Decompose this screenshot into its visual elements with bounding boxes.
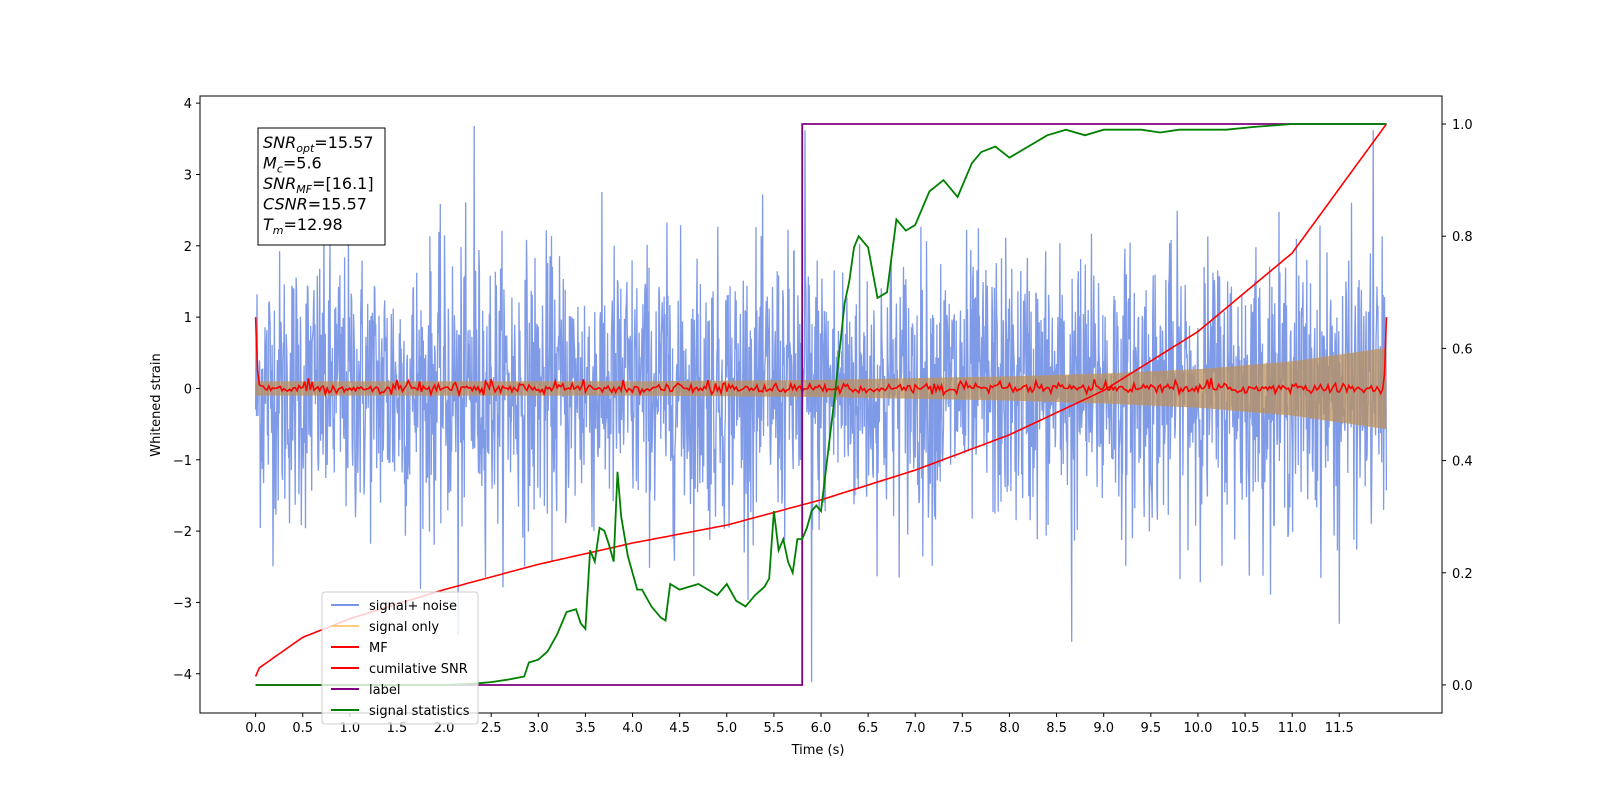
legend-label: MF	[369, 641, 388, 656]
legend-label: signal statistics	[369, 704, 470, 719]
stats-line: SNRMF=[16.1]	[263, 174, 374, 196]
y-left-tick-label: −3	[173, 596, 192, 611]
x-tick-label: 6.0	[811, 721, 832, 736]
x-tick-label: 4.0	[622, 721, 643, 736]
stats-line: CSNR=15.57	[263, 195, 367, 214]
legend-label: signal+ noise	[369, 599, 457, 614]
mf-line	[254, 317, 1388, 399]
stats-line: Mc=5.6	[263, 154, 322, 176]
legend-label: label	[369, 683, 400, 698]
x-tick-label: 5.0	[716, 721, 737, 736]
x-axis-label: Time (s)	[791, 743, 845, 758]
x-tick-label: 0.0	[245, 721, 266, 736]
y-left-tick-label: 1	[184, 311, 192, 326]
y-right-tick-label: 0.2	[1452, 567, 1473, 582]
stats-line: Tm=12.98	[263, 215, 343, 237]
y-left-tick-label: 2	[184, 240, 192, 255]
x-tick-label: 7.0	[905, 721, 926, 736]
y-right-tick-label: 0.8	[1452, 230, 1473, 245]
y-right-tick-label: 1.0	[1452, 118, 1473, 133]
x-tick-label: 8.5	[1046, 721, 1067, 736]
stats-line: SNRopt=15.57	[263, 133, 374, 155]
x-tick-label: 3.0	[528, 721, 549, 736]
x-tick-label: 4.5	[669, 721, 690, 736]
x-tick-label: 8.0	[999, 721, 1020, 736]
signal-statistics-line	[255, 123, 1387, 686]
x-tick-label: 11.5	[1325, 721, 1354, 736]
y-right-tick-label: 0.4	[1452, 455, 1473, 470]
x-tick-label: 0.5	[292, 721, 313, 736]
y-left-tick-label: 3	[184, 168, 192, 183]
legend: signal+ noise signal only MF cumilative SNR…	[321, 591, 479, 725]
x-tick-label: 9.5	[1140, 721, 1161, 736]
y-left-tick-label: −4	[173, 668, 192, 683]
x-tick-label: 6.5	[858, 721, 879, 736]
x-tick-label: 5.5	[764, 721, 785, 736]
x-tick-label: 10.0	[1183, 721, 1212, 736]
y-left-tick-label: −2	[173, 525, 192, 540]
series-layer	[254, 123, 1388, 686]
stats-annotation-box: SNRopt=15.57Mc=5.6SNRMF=[16.1]CSNR=15.57…	[257, 127, 386, 246]
x-tick-label: 1.0	[339, 721, 360, 736]
label-line	[255, 123, 1387, 686]
x-tick-label: 7.5	[952, 721, 973, 736]
x-tick-label: 1.5	[387, 721, 408, 736]
y-left-tick-label: 0	[184, 382, 192, 397]
y-axis-left-label: Whitened strain	[149, 353, 164, 456]
x-tick-label: 3.5	[575, 721, 596, 736]
cumulative-snr-line	[254, 123, 1388, 677]
axes-layer: 0.0 0.5 1.0 1.5 2.0 2.5 3.0 3.5 4.0 4.5 5.0 5.5 6.0 6…	[173, 97, 1473, 736]
x-tick-label: 10.5	[1231, 721, 1260, 736]
x-tick-label: 2.0	[434, 721, 455, 736]
stats-box-frame	[257, 127, 386, 246]
legend-label: cumilative SNR	[369, 662, 468, 677]
y-right-tick-label: 0.0	[1452, 679, 1473, 694]
x-tick-label: 2.5	[481, 721, 502, 736]
y-left-tick-label: −1	[173, 454, 192, 469]
legend-label: signal only	[369, 620, 439, 635]
x-tick-label: 9.0	[1093, 721, 1114, 736]
x-tick-label: 11.0	[1278, 721, 1307, 736]
y-right-tick-label: 0.6	[1452, 342, 1473, 357]
y-left-tick-label: 4	[184, 97, 192, 112]
legend-frame	[321, 591, 479, 725]
